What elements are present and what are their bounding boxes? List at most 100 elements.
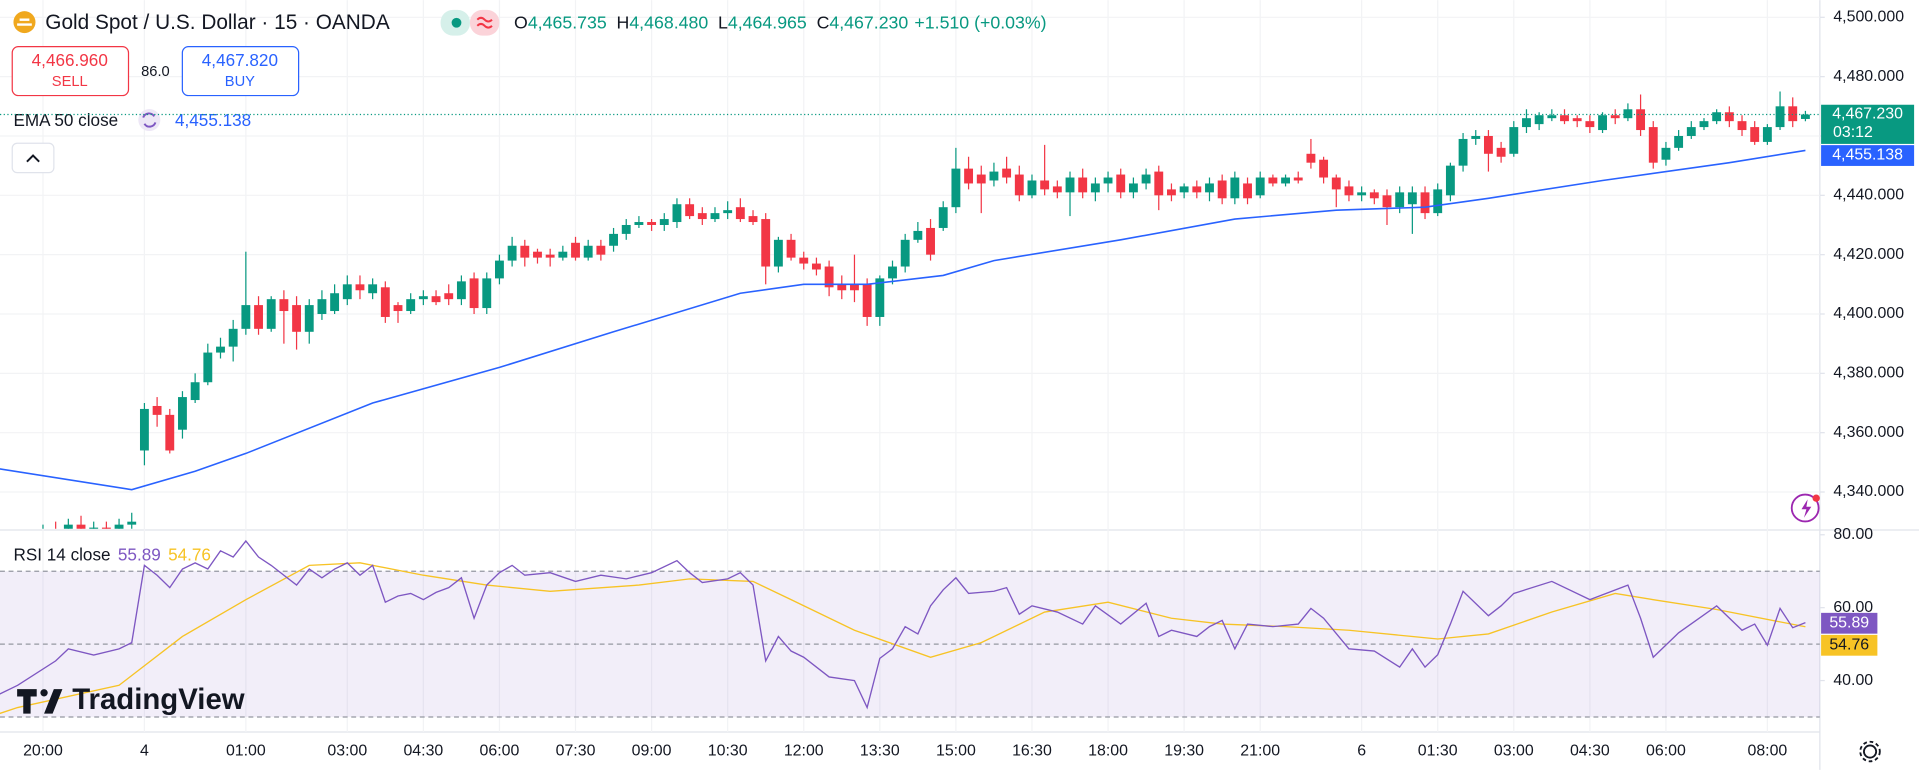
candle-body bbox=[1522, 118, 1531, 128]
candle-body bbox=[507, 245, 517, 261]
logo-icon bbox=[17, 689, 63, 714]
ema-legend-value: 4,455.138 bbox=[175, 110, 251, 130]
candle-body bbox=[951, 168, 961, 208]
candle-body bbox=[1560, 115, 1569, 122]
candle-body bbox=[1699, 121, 1709, 128]
candle-body bbox=[1255, 177, 1265, 196]
x-tick-label: 01:00 bbox=[226, 743, 266, 760]
candle-body bbox=[330, 293, 340, 312]
candle-body bbox=[900, 239, 910, 267]
symbol-icon[interactable] bbox=[13, 11, 36, 34]
x-tick-label: 07:30 bbox=[556, 743, 596, 760]
x-tick-label: 13:30 bbox=[860, 743, 900, 760]
x-tick-label: 16:30 bbox=[1012, 743, 1052, 760]
candle-body bbox=[1737, 121, 1747, 131]
ema-legend-name[interactable]: EMA 50 close bbox=[13, 110, 118, 130]
candle-body bbox=[1319, 159, 1329, 178]
ema-sync-icon[interactable] bbox=[138, 109, 161, 132]
x-tick-label: 06:00 bbox=[480, 743, 520, 760]
candle-body bbox=[1636, 109, 1646, 131]
candle-body bbox=[1331, 177, 1341, 190]
candle-body bbox=[1610, 115, 1620, 119]
rsi-ma-tag bbox=[1821, 634, 1878, 656]
buy-price: 4,467.820 bbox=[202, 50, 278, 70]
candle-body bbox=[190, 382, 200, 401]
x-tick-label: 01:30 bbox=[1418, 743, 1458, 760]
candle-body bbox=[241, 305, 251, 329]
candle-body bbox=[469, 278, 479, 309]
ema-line bbox=[0, 149, 1806, 491]
rsi-ma-tag-label: 54.76 bbox=[1829, 636, 1869, 653]
candle-body bbox=[875, 278, 885, 317]
symbol-title[interactable]: Gold Spot / U.S. Dollar · 15 · OANDA bbox=[45, 11, 390, 34]
candle-body bbox=[342, 284, 352, 300]
candle-body bbox=[380, 287, 390, 317]
x-tick-label: 6 bbox=[1357, 743, 1366, 760]
x-tick-label: 19:30 bbox=[1164, 743, 1204, 760]
x-tick-label: 10:30 bbox=[708, 743, 748, 760]
buy-button[interactable] bbox=[181, 45, 300, 97]
candle-body bbox=[1103, 177, 1113, 184]
candle-body bbox=[51, 531, 60, 537]
candle-body bbox=[1040, 180, 1050, 190]
y-tick-label: 4,360.000 bbox=[1833, 424, 1904, 441]
candle-body bbox=[1116, 174, 1126, 193]
candle-body bbox=[1268, 177, 1278, 184]
ohlc-key: H bbox=[617, 12, 630, 32]
candle-body bbox=[228, 328, 238, 347]
x-tick-label: 03:00 bbox=[1494, 743, 1534, 760]
x-tick-label: 08:00 bbox=[1747, 743, 1787, 760]
rsi-legend-name: RSI 14 close bbox=[13, 544, 110, 564]
candle-body bbox=[989, 171, 999, 181]
candle-body bbox=[723, 210, 733, 214]
candle-body bbox=[216, 346, 225, 353]
rsi-ma-legend-value: 54.76 bbox=[168, 544, 211, 564]
candle-body bbox=[647, 222, 657, 225]
candle-body bbox=[685, 204, 695, 217]
spread: 86.0 bbox=[141, 64, 170, 80]
candle-body bbox=[964, 168, 974, 184]
x-tick-label: 04:30 bbox=[403, 743, 443, 760]
rsi-ma-line bbox=[0, 562, 1806, 715]
candle-body bbox=[1420, 192, 1430, 214]
rsi-legend-value: 55.89 bbox=[118, 544, 161, 564]
candle-body bbox=[1205, 183, 1214, 193]
candle-body bbox=[178, 397, 187, 430]
collapse-button[interactable] bbox=[11, 142, 55, 174]
candle-body bbox=[710, 213, 720, 220]
logo-text[interactable]: TradingView bbox=[72, 683, 245, 716]
candle-body bbox=[76, 524, 86, 529]
candle-body bbox=[1661, 147, 1671, 160]
price-plot bbox=[0, 91, 1810, 537]
candle-body bbox=[1788, 106, 1798, 122]
rsi-tick-label: 40.00 bbox=[1833, 672, 1873, 689]
data-delay[interactable] bbox=[469, 9, 500, 36]
candle-body bbox=[1686, 127, 1696, 136]
candle-body bbox=[1775, 106, 1785, 128]
candle-body bbox=[926, 227, 935, 255]
candle-body bbox=[1281, 177, 1290, 184]
candle-body bbox=[659, 219, 669, 225]
x-tick-label: 09:00 bbox=[632, 743, 672, 760]
candle-body bbox=[609, 233, 618, 246]
candle-body bbox=[456, 281, 466, 300]
candle-body bbox=[634, 222, 644, 225]
candle-body bbox=[1483, 135, 1493, 154]
sell-button[interactable] bbox=[11, 45, 130, 97]
settings-icon[interactable] bbox=[1863, 744, 1878, 759]
candle-body bbox=[596, 245, 606, 255]
candle-body bbox=[127, 521, 137, 525]
y-tick-label: 4,380.000 bbox=[1833, 365, 1904, 382]
candle-body bbox=[1534, 115, 1544, 125]
candle-body bbox=[317, 299, 327, 314]
candle-body bbox=[773, 239, 783, 267]
symbol-icon-glyph bbox=[17, 18, 32, 26]
ohlc-key: C bbox=[817, 12, 830, 32]
candle-body bbox=[545, 254, 555, 258]
ohlc-change: +1.510 (+0.03%) bbox=[914, 12, 1046, 32]
candle-body bbox=[558, 251, 568, 258]
candle-body bbox=[786, 239, 796, 258]
rsi-legend[interactable]: RSI 14 close 55.89 54.76 bbox=[13, 544, 210, 564]
candle-body bbox=[520, 245, 530, 258]
candle-body bbox=[114, 524, 124, 529]
